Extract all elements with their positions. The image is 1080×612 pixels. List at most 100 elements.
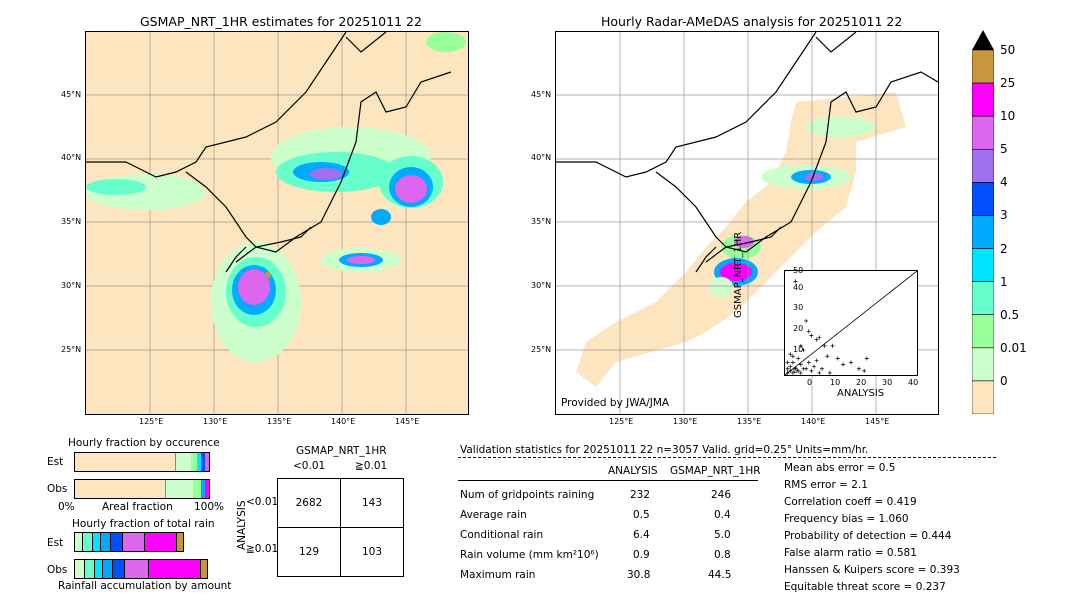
colorbar-segment <box>971 148 995 183</box>
scatter-point <box>788 364 793 369</box>
contingency-row2: ≧0.01 <box>246 543 279 555</box>
contingency-table: 2682 143 129 103 <box>277 478 404 577</box>
left-lat-35: 35°N <box>61 217 82 226</box>
scatter-plot <box>784 270 918 376</box>
scatter-point <box>798 370 803 375</box>
right-lon-125: 125°E <box>609 417 634 426</box>
scatter-point <box>801 348 806 353</box>
scatter-point <box>806 360 811 365</box>
stat-gsmap-4: 44.5 <box>708 569 732 581</box>
colorbar-segment <box>971 281 995 316</box>
score-5: False alarm ratio = 0.581 <box>784 547 917 559</box>
scatter-point <box>817 370 822 375</box>
scatter-point <box>790 354 795 359</box>
contingency-cell-yy: 103 <box>340 527 404 577</box>
stat-gsmap-1: 0.4 <box>714 509 731 521</box>
right-map <box>555 31 939 415</box>
score-3: Frequency bias = 1.060 <box>784 513 909 525</box>
colorbar-label: 50 <box>1000 43 1016 57</box>
colorbar-canvas <box>971 30 995 415</box>
scatter-ytick-20: 20 <box>793 324 804 333</box>
occurrence-obs-label: Obs <box>47 483 68 495</box>
stat-label-4: Maximum rain <box>460 569 536 581</box>
colorbar-segment <box>971 215 995 249</box>
stat-label-0: Num of gridpoints raining <box>460 489 595 501</box>
occurrence-est-label: Est <box>47 456 64 468</box>
right-lat-35: 35°N <box>531 217 552 226</box>
colorbar-segment <box>971 49 995 84</box>
contingency-col2: ≧0.01 <box>355 460 388 472</box>
left-map <box>85 31 469 415</box>
left-lat-30: 30°N <box>61 281 82 290</box>
left-lon-135: 135°E <box>267 417 292 426</box>
occurrence-est-bar <box>74 452 210 472</box>
scatter-point <box>804 318 809 323</box>
right-lat-25: 25°N <box>531 345 552 354</box>
right-lon-140: 140°E <box>801 417 826 426</box>
scatter-xtick-30: 30 <box>882 378 893 387</box>
scatter-point <box>814 337 819 342</box>
validation-rule <box>458 480 758 481</box>
scatter-point <box>864 356 869 361</box>
right-lon-130: 130°E <box>673 417 698 426</box>
left-lon-140: 140°E <box>331 417 356 426</box>
scatter-point <box>796 356 801 361</box>
scatter-point <box>817 335 822 340</box>
colorbar-label: 1 <box>1000 274 1008 289</box>
scatter-point <box>785 366 790 371</box>
scatter-ytick-40: 40 <box>793 283 804 292</box>
scatter-point <box>809 368 814 373</box>
colorbar-label: 0 <box>1000 373 1008 388</box>
right-map-title: Hourly Radar-AMeDAS analysis for 2025101… <box>601 14 903 29</box>
scatter-ytick-30: 30 <box>793 303 804 312</box>
colorbar-extend-triangle <box>972 30 994 50</box>
scatter-point <box>862 368 867 373</box>
colorbar-segment <box>971 380 995 415</box>
scatter-xtick-20: 20 <box>856 378 867 387</box>
validation-header: Validation statistics for 20251011 22 n=… <box>460 444 869 456</box>
left-lat-45: 45°N <box>61 90 82 99</box>
right-map-canvas <box>556 32 938 414</box>
scatter-point <box>822 343 827 348</box>
scatter-point <box>841 362 846 367</box>
stat-analysis-4: 30.8 <box>627 569 651 581</box>
stat-analysis-1: 0.5 <box>633 509 650 521</box>
scatter-xlabel: ANALYSIS <box>837 388 885 399</box>
scatter-point <box>835 356 840 361</box>
fraction-x-mid: Areal fraction <box>102 501 173 513</box>
validation-col-analysis: ANALYSIS <box>608 465 658 477</box>
stat-gsmap-2: 5.0 <box>714 529 731 541</box>
amount-est-bar <box>74 532 208 552</box>
colorbar-label: 10 <box>1000 109 1016 124</box>
colorbar-segment <box>971 347 995 382</box>
amount-title: Hourly fraction of total rain <box>72 518 215 530</box>
scatter-point <box>798 343 803 348</box>
stat-analysis-2: 6.4 <box>633 529 650 541</box>
scatter-xtick-40: 40 <box>908 378 919 387</box>
scatter-point <box>785 370 790 375</box>
stat-label-3: Rain volume (mm km²10⁶) <box>460 549 599 561</box>
contingency-col1: <0.01 <box>293 460 326 472</box>
scatter-diagonal <box>784 270 918 376</box>
score-7: Equitable threat score = 0.237 <box>784 581 946 593</box>
amount-footer: Rainfall accumulation by amount <box>58 580 232 592</box>
scatter-point <box>788 352 793 357</box>
colorbar-label: 25 <box>1000 76 1016 91</box>
colorbar-label: 2 <box>1000 241 1008 256</box>
colorbar-segment <box>971 82 995 117</box>
scatter-xtick-0: 0 <box>807 378 813 387</box>
right-lat-30: 30°N <box>531 281 552 290</box>
left-lat-25: 25°N <box>61 345 82 354</box>
colorbar-label: 5 <box>1000 142 1008 157</box>
scatter-point <box>827 370 832 375</box>
right-lon-145: 145°E <box>865 417 890 426</box>
contingency-cell-ny: 143 <box>340 478 404 528</box>
scatter-point <box>798 362 803 367</box>
stat-gsmap-3: 0.8 <box>714 549 731 561</box>
scatter-ytick-50: 50 <box>793 266 804 275</box>
left-map-title: GSMAP_NRT_1HR estimates for 20251011 22 <box>140 14 422 29</box>
stat-gsmap-0: 246 <box>711 489 732 501</box>
colorbar-label: 3 <box>1000 208 1008 223</box>
amount-obs-bar <box>74 559 208 579</box>
left-lon-145: 145°E <box>395 417 420 426</box>
